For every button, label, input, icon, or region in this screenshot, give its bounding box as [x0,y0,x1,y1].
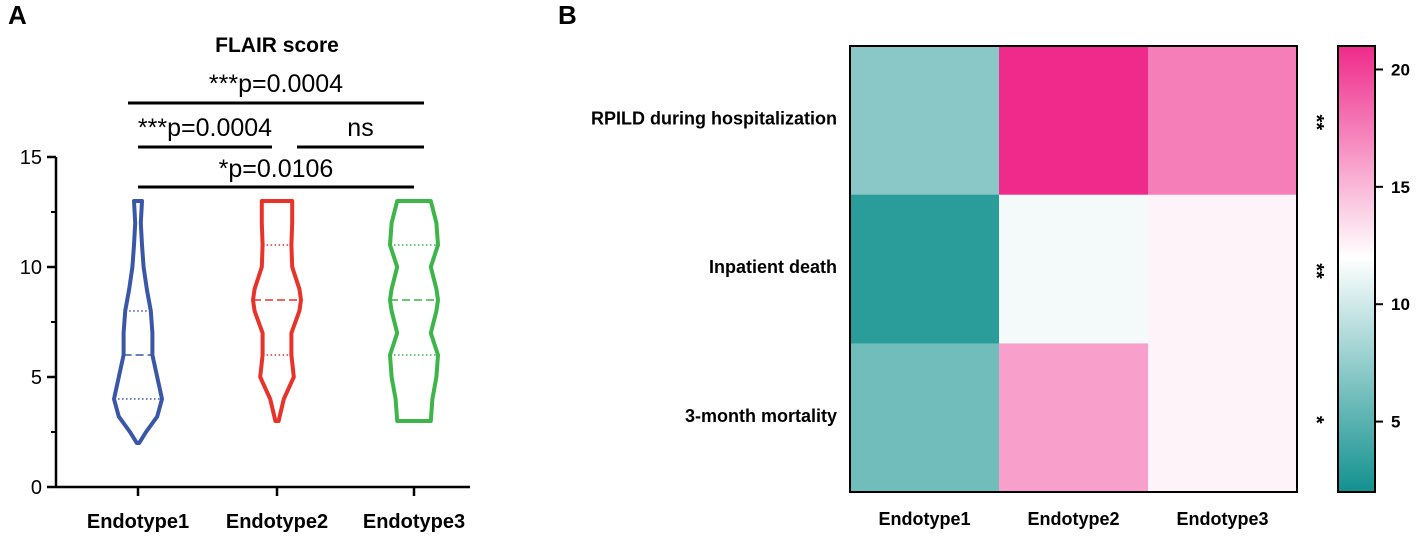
panel-a-letter: A [8,0,27,30]
significance-brackets: ***p=0.0004***p=0.0004 ns*p=0.0106 [128,70,424,189]
heatmap-cell [1148,194,1298,344]
heatmap-row-labels: RPILD during hospitalization Inpatient de… [591,108,837,425]
colorbar-tick-label: 15 [1391,178,1410,197]
significance-label: ***p=0.0004 [209,70,343,98]
row-significance-star: * [1305,416,1327,424]
x-category-label: Endotype2 [226,511,328,533]
heatmap-cell [850,46,1000,196]
heatmap-column-label: Endotype1 [878,509,970,529]
violin-Endotype3 [388,199,440,423]
violins [112,199,440,445]
row-significance-stars: ***** [1305,115,1327,424]
significance-label: ***p=0.0004 [138,114,272,142]
heatmap-cell [999,194,1149,344]
colorbar-ticks: 5 10 15 20 [1375,60,1410,432]
heatmap-row-label: 3-month mortality [685,406,837,426]
x-category-label: Endotype3 [363,511,465,533]
heatmap-cell [850,343,1000,493]
colorbar-tick-label: 10 [1391,295,1410,314]
heatmap-frame [849,45,1298,493]
significance-label: *p=0.0106 [219,155,334,183]
violin-title: FLAIR score [215,34,339,57]
heatmap-column-label: Endotype3 [1176,509,1268,529]
heatmap-column-label: Endotype2 [1027,509,1119,529]
heatmap-cell [1148,46,1298,196]
heatmap-cells [850,46,1298,493]
heatmap-cell [1148,343,1298,493]
heatmap-row-label: RPILD during hospitalization [591,108,837,128]
violin-panel: FLAIR score 0 5 10 15 ***p=0.0004 ***p=0.000… [20,34,470,533]
y-tick-label: 0 [31,477,42,499]
violin-y-axis: 0 5 10 15 [20,147,470,499]
violin-Endotype2 [251,199,303,423]
heatmap-cell [999,343,1149,493]
heatmap-cell [999,46,1149,196]
panel-b-letter: B [558,0,577,30]
heatmap-panel: RPILD during hospitalization Inpatient de… [591,45,1410,529]
y-tick-label: 15 [20,147,42,169]
row-significance-star: ** [1305,115,1327,131]
heatmap-row-label: Inpatient death [709,257,837,277]
x-category-label: Endotype1 [87,511,189,533]
violin-Endotype1 [112,199,164,445]
colorbar [1337,45,1376,493]
heatmap-cell [850,194,1000,344]
heatmap-column-labels: Endotype1 Endotype2 Endotype3 [878,509,1268,529]
significance-label: ns [347,114,373,142]
colorbar-tick-label: 20 [1391,60,1410,79]
violin-category-labels: Endotype1 Endotype2 Endotype3 [87,487,465,533]
y-tick-label: 10 [20,257,42,279]
colorbar-tick-label: 5 [1391,413,1400,432]
row-significance-star: ** [1305,263,1327,279]
y-tick-label: 5 [31,367,42,389]
